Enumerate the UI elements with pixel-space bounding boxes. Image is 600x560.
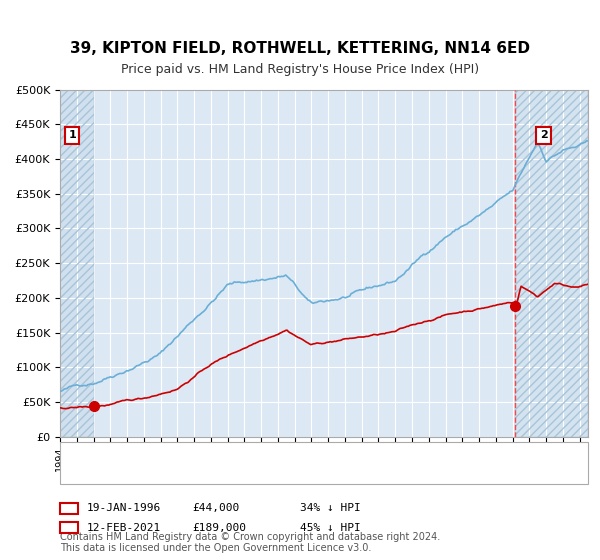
Text: Price paid vs. HM Land Registry's House Price Index (HPI): Price paid vs. HM Land Registry's House … — [121, 63, 479, 76]
Text: 45% ↓ HPI: 45% ↓ HPI — [300, 522, 361, 533]
Text: ——: —— — [78, 447, 106, 461]
Text: HPI: Average price, detached house, North Northamptonshire: HPI: Average price, detached house, Nort… — [114, 468, 415, 478]
Text: ——: —— — [78, 466, 106, 479]
Text: Contains HM Land Registry data © Crown copyright and database right 2024.
This d: Contains HM Land Registry data © Crown c… — [60, 531, 440, 553]
Text: 34% ↓ HPI: 34% ↓ HPI — [300, 503, 361, 514]
Text: 39, KIPTON FIELD, ROTHWELL, KETTERING, NN14 6ED: 39, KIPTON FIELD, ROTHWELL, KETTERING, N… — [70, 41, 530, 56]
Text: 12-FEB-2021: 12-FEB-2021 — [87, 522, 161, 533]
Text: 1: 1 — [65, 503, 73, 514]
Text: 2: 2 — [540, 130, 547, 140]
Text: 2: 2 — [65, 522, 73, 533]
Text: £44,000: £44,000 — [192, 503, 239, 514]
Text: 1: 1 — [68, 130, 76, 140]
Text: 39, KIPTON FIELD, ROTHWELL, KETTERING, NN14 6ED (detached house): 39, KIPTON FIELD, ROTHWELL, KETTERING, N… — [114, 449, 467, 459]
Text: 19-JAN-1996: 19-JAN-1996 — [87, 503, 161, 514]
Text: £189,000: £189,000 — [192, 522, 246, 533]
